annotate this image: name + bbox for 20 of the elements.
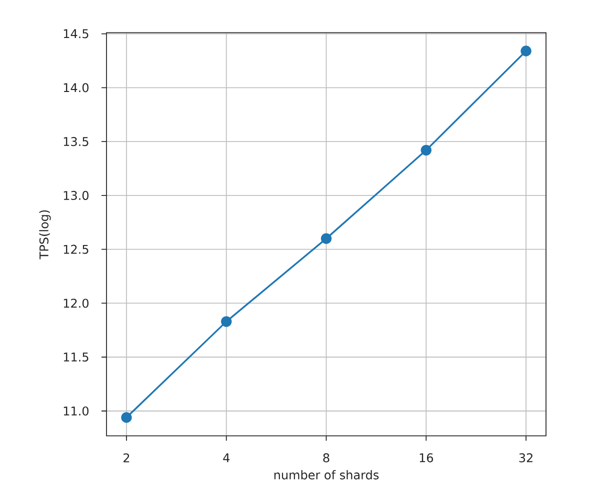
y-tick-label: 13.0 xyxy=(64,190,89,200)
point xyxy=(221,316,232,327)
y-tick-label: 12.5 xyxy=(64,244,88,254)
point xyxy=(121,412,132,423)
x-tick-label: 8 xyxy=(323,453,330,462)
x-tick-label: 2 xyxy=(124,453,130,462)
y-axis-title: TPS(log) xyxy=(39,210,51,260)
y-tick-label: 11.5 xyxy=(64,352,88,362)
point xyxy=(520,46,532,56)
x-tick-label: 16 xyxy=(420,453,434,462)
point xyxy=(320,233,332,244)
y-tick-label: 12.0 xyxy=(64,298,89,308)
y-tick-label: 13.5 xyxy=(64,137,88,146)
y-tick-label: 11.0 xyxy=(64,406,89,416)
y-tick-label: 14.0 xyxy=(64,83,89,92)
x-tick-label: 4 xyxy=(223,453,230,462)
point xyxy=(420,144,432,156)
y-tick-label: 14.5 xyxy=(64,29,88,38)
x-tick-label: 32 xyxy=(519,453,532,462)
x-axis-title: number of shards xyxy=(274,470,379,480)
